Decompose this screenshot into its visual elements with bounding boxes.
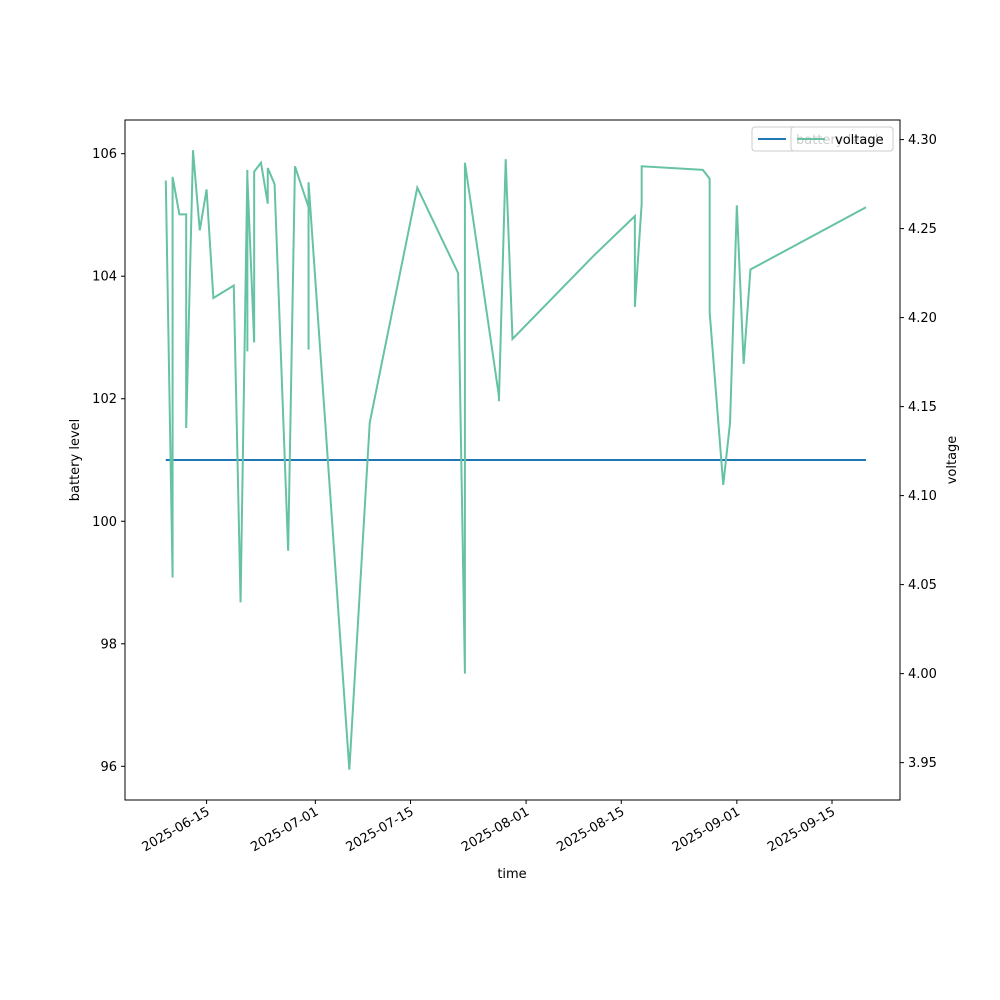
- y-tick-label: 96: [100, 760, 117, 775]
- y2-tick-label: 4.00: [908, 667, 937, 682]
- x-tick-label: 2025-07-15: [344, 804, 417, 855]
- legend: voltage: [790, 126, 894, 152]
- x-tick-label: 2025-09-01: [670, 804, 743, 855]
- y2-tick-label: 4.25: [908, 222, 937, 237]
- x-tick-label: 2025-06-15: [140, 804, 213, 855]
- x-tick-label: 2025-08-15: [554, 804, 627, 855]
- y2-tick-label: 4.15: [908, 400, 937, 415]
- y-tick-label: 100: [92, 515, 117, 530]
- legend-box: [790, 126, 894, 152]
- x-tick-label: 2025-09-15: [765, 804, 838, 855]
- y-tick-label: 104: [92, 270, 117, 285]
- legend-label: voltage: [835, 133, 884, 148]
- y2-tick-label: 4.30: [908, 133, 937, 148]
- x-axis-label: time: [497, 867, 526, 882]
- line-series: [164, 150, 867, 770]
- y2-tick-label: 3.95: [908, 756, 937, 771]
- y-tick-label: 102: [92, 392, 117, 407]
- y2-tick-label: 4.10: [908, 489, 937, 504]
- x-tick-label: 2025-07-01: [248, 804, 321, 855]
- x-tick-label: 2025-08-01: [459, 804, 532, 855]
- y-tick-label: 98: [100, 637, 117, 652]
- y-axis-label: battery level: [68, 419, 83, 502]
- y2-tick-label: 4.20: [908, 311, 937, 326]
- y2-axis-label: voltage: [945, 436, 960, 485]
- y2-tick-label: 4.05: [908, 578, 937, 593]
- y-tick-label: 106: [92, 147, 117, 162]
- plot-frame: [124, 119, 901, 801]
